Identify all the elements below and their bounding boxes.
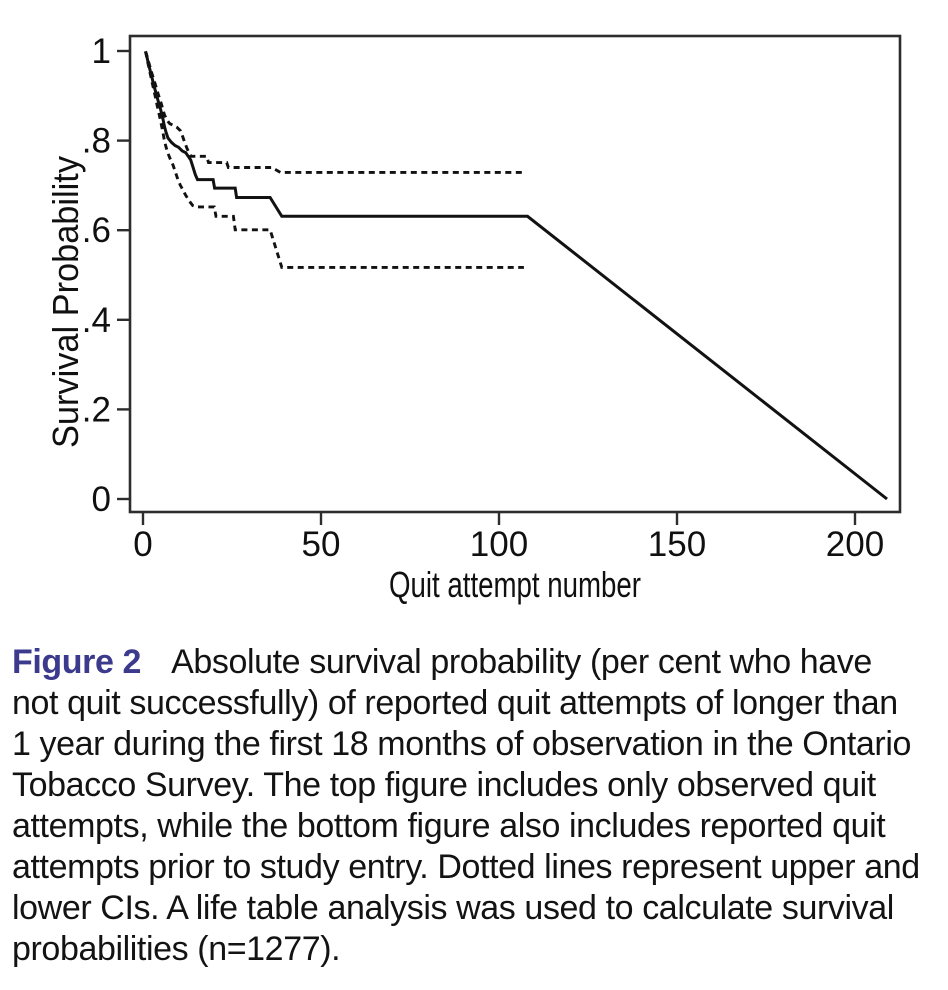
caption-line: attempts, while the bottom figure also i…	[12, 807, 886, 845]
plot-frame	[128, 34, 902, 514]
y-tick-label: .8	[82, 122, 111, 161]
caption-line: not quit successfully) of reported quit …	[12, 684, 898, 722]
caption-line: Tobacco Survey. The top figure includes …	[12, 766, 876, 804]
caption-line: probabilities (n=1277).	[12, 930, 341, 968]
figure-label: Figure 2	[12, 643, 142, 681]
y-tick-label: 1	[92, 32, 111, 71]
caption-line: attempts prior to study entry. Dotted li…	[12, 848, 920, 886]
x-tick-label: 200	[826, 525, 884, 564]
x-tick-label: 50	[302, 525, 341, 564]
caption-text: Absolute survival probability (per cent …	[171, 643, 872, 681]
caption-line: Figure 2 Absolute survival probability (p…	[12, 642, 938, 683]
x-tick-label: 100	[470, 525, 528, 564]
figure-caption: Figure 2 Absolute survival probability (p…	[12, 642, 938, 970]
y-tick-label: .4	[82, 301, 111, 340]
survival-chart: 1 .8 .6 .4 .2 00 50 100 150 200 Quit attempt numbe…	[45, 32, 902, 605]
y-tick-label: .2	[82, 390, 111, 429]
y-tick-label: 0	[92, 480, 111, 519]
x-tick-label: 150	[648, 525, 706, 564]
upper-ci-line	[144, 50, 526, 174]
x-tick-label: 0	[133, 525, 152, 564]
survival-estimate-line	[144, 51, 888, 501]
x-axis-title: Quit attempt number	[389, 564, 641, 605]
caption-line: 1 year during the first 18 months of obs…	[12, 725, 911, 763]
caption-line: lower CIs. A life table analysis was use…	[12, 889, 894, 927]
y-tick-label: .6	[82, 211, 111, 250]
y-axis-title: Survival Probability	[45, 156, 86, 448]
lower-ci-line	[144, 51, 524, 269]
